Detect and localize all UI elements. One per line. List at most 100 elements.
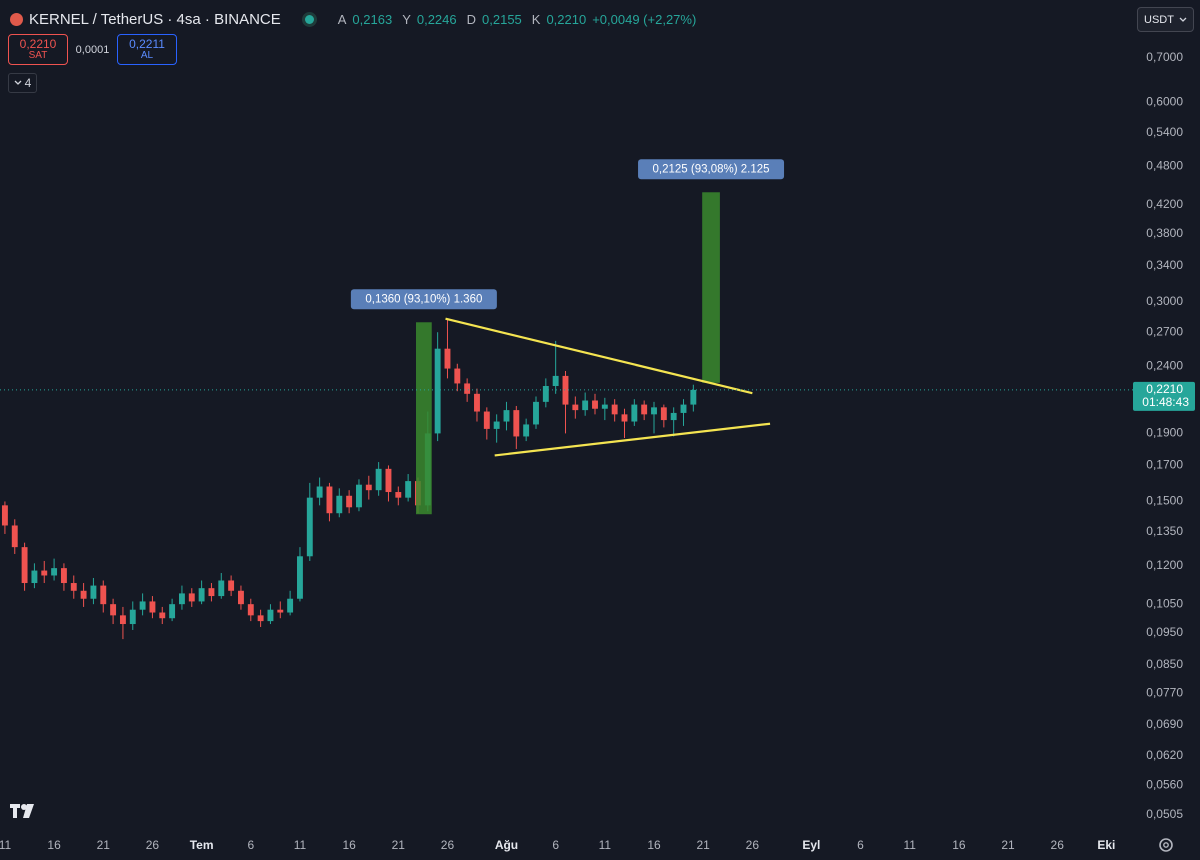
- symbol-title[interactable]: KERNEL / TetherUS · 4sa · BINANCE: [29, 10, 281, 28]
- candle-body: [375, 468, 382, 491]
- y-tick-label: 0,4800: [1146, 159, 1183, 173]
- y-tick-label: 0,5400: [1146, 125, 1183, 139]
- spread: 0,0001: [75, 43, 110, 56]
- candle-body: [572, 404, 579, 411]
- y-tick-label: 0,1700: [1146, 458, 1183, 472]
- candle-body: [582, 400, 589, 411]
- ohlc-value: 0,2163: [352, 11, 393, 27]
- y-tick-label: 0,0560: [1146, 777, 1183, 791]
- trend-line: [494, 422, 771, 457]
- candle-body: [523, 424, 530, 437]
- candle-body: [464, 383, 471, 394]
- candle-body: [287, 598, 294, 613]
- candle-body: [247, 604, 254, 616]
- candle-body: [306, 497, 313, 557]
- x-tick-label: Ağu: [495, 838, 518, 852]
- candle-body: [690, 389, 697, 405]
- x-tick-label: 6: [247, 838, 254, 852]
- candle-body: [336, 495, 343, 514]
- market-status: [304, 14, 314, 24]
- x-tick-label: 21: [392, 838, 406, 852]
- x-tick-label: 16: [952, 838, 966, 852]
- y-tick-label: 0,2400: [1146, 358, 1183, 372]
- countdown: 01:48:43: [1142, 395, 1189, 409]
- candle-body: [149, 601, 156, 613]
- candle-body: [356, 484, 362, 508]
- settings-icon[interactable]: [1159, 838, 1173, 852]
- symbol-header: KERNEL / TetherUS · 4sa · BINANCE A 0,216…: [10, 9, 696, 29]
- candle-body: [601, 404, 608, 409]
- ohlc-value: 0,2155: [482, 11, 522, 27]
- measure-label: 0,1360 (93,10%) 1.360: [365, 293, 482, 305]
- measure-box: [416, 322, 432, 515]
- candle-body: [51, 568, 58, 576]
- plot: 0,7000 0,6000 0,5400 0,4800 0,4200 0,3800 0,34…: [0, 50, 1195, 852]
- candle-body: [316, 486, 323, 498]
- candle-body: [641, 404, 648, 415]
- candle-body: [277, 609, 284, 613]
- candle-body: [178, 593, 185, 605]
- candle-body: [434, 348, 441, 434]
- candle-body: [267, 609, 274, 622]
- candle-body: [444, 348, 451, 369]
- candle-body: [237, 590, 244, 605]
- chevron: [14, 80, 22, 85]
- y-tick-label: 0,0620: [1146, 748, 1183, 762]
- x-tick-label: Eyl: [802, 838, 820, 852]
- candle-body: [493, 421, 500, 429]
- x-tick-label: 21: [97, 838, 111, 852]
- last-price-tag: [1133, 381, 1195, 411]
- x-tick-label: 26: [1051, 838, 1065, 852]
- candle-body: [670, 412, 677, 421]
- candle-body: [631, 404, 638, 422]
- candle-body: [474, 393, 480, 412]
- y-tick-label: 0,1050: [1146, 596, 1183, 610]
- measure-label-bg: [350, 289, 497, 310]
- price-change: +0,0049 (+2,27%): [592, 11, 697, 27]
- x-tick-label: 26: [746, 838, 760, 852]
- candle-body: [257, 615, 264, 622]
- candle-body: [503, 410, 510, 422]
- currency-select[interactable]: USDT: [1137, 7, 1194, 32]
- buy-label: AL: [140, 49, 154, 61]
- ohlc-key: K: [531, 11, 541, 27]
- candle-body: [41, 570, 48, 576]
- candle-body: [611, 404, 618, 415]
- candle-body: [208, 588, 215, 597]
- x-tick-label: 16: [47, 838, 61, 852]
- x-tick-label: 16: [342, 838, 356, 852]
- candle-body: [533, 401, 539, 425]
- chevron: [1179, 17, 1187, 22]
- candle-body: [365, 484, 372, 491]
- candle-body: [188, 593, 195, 602]
- y-tick-label: 0,0950: [1146, 625, 1183, 639]
- x-tick-label: 26: [441, 838, 455, 852]
- candle-body: [562, 375, 569, 405]
- candle-body: [198, 588, 205, 602]
- x-tick-label: Tem: [190, 838, 214, 852]
- sell-price: 0,2210: [19, 36, 57, 51]
- candle-body: [405, 481, 412, 498]
- measure-label-bg: [638, 159, 785, 180]
- y-tick-label: 0,0690: [1146, 717, 1183, 731]
- x-tick-label: 11: [0, 838, 11, 852]
- ohlc-value: 0,2246: [416, 11, 457, 27]
- y-tick-label: 0,6000: [1146, 94, 1183, 108]
- x-tick-label: 26: [146, 838, 160, 852]
- sell-button[interactable]: 0,2210 SAT: [8, 34, 68, 65]
- candle-body: [552, 375, 559, 387]
- buy-button[interactable]: 0,2211 AL: [117, 34, 177, 65]
- y-tick-label: 0,1200: [1146, 558, 1183, 572]
- candle-body: [621, 414, 628, 422]
- measure-label: 0,2125 (93,08%) 2.125: [653, 163, 770, 175]
- indicators-toggle[interactable]: 4: [8, 73, 37, 93]
- candle-body: [218, 580, 225, 597]
- y-tick-label: 0,4200: [1146, 197, 1183, 211]
- candle-body: [31, 570, 38, 584]
- candle-body: [542, 386, 549, 402]
- candle-body: [139, 601, 146, 610]
- indicators-count: 4: [24, 76, 32, 90]
- candle-body: [326, 486, 333, 514]
